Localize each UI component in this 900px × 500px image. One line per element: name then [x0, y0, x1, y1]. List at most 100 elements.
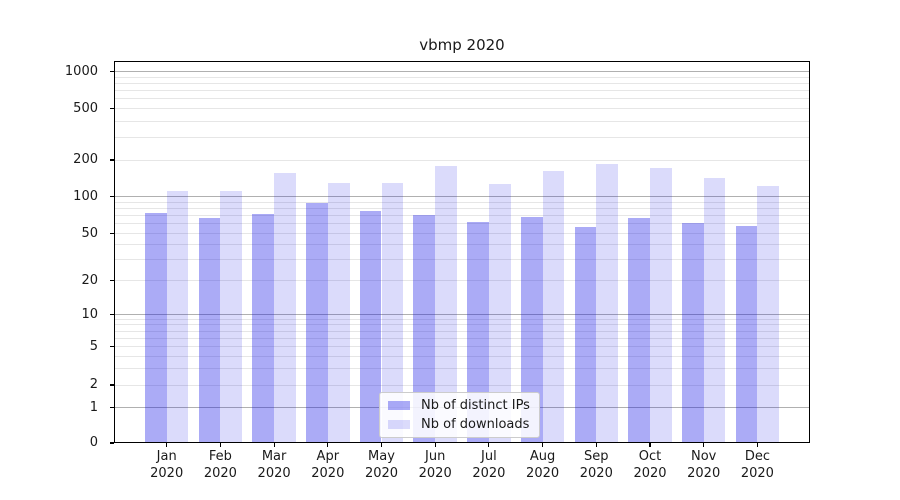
x-tick-mark — [542, 443, 544, 447]
y-tick-label: 1000 — [64, 63, 98, 79]
y-tick-mark — [110, 71, 114, 73]
x-tick-label: Dec 2020 — [729, 449, 785, 482]
x-tick-mark — [273, 443, 275, 447]
x-tick-label: Nov 2020 — [676, 449, 732, 482]
bar-downloads-dec — [757, 185, 780, 443]
bar-downloads-nov — [703, 178, 726, 443]
bar-ips-sep — [574, 227, 597, 443]
gridline-minor — [114, 355, 810, 357]
x-label-year: 2020 — [257, 465, 291, 481]
bar-ips-oct — [628, 217, 650, 443]
x-tick-mark — [703, 443, 705, 447]
bar-ips-mar — [252, 214, 275, 443]
bar-ips-jan — [144, 212, 167, 443]
gridline-minor — [114, 367, 810, 369]
gridline-minor — [114, 207, 810, 209]
x-tick-mark — [434, 443, 436, 447]
x-label-month: Jul — [481, 449, 497, 464]
gridline-minor — [114, 108, 810, 109]
x-tick-label: Oct 2020 — [622, 449, 678, 482]
gridline-minor — [114, 318, 810, 320]
x-label-month: Feb — [208, 449, 232, 464]
y-tick-mark — [110, 232, 114, 235]
x-label-month: Oct — [638, 449, 662, 464]
legend-swatch-downloads — [388, 420, 410, 429]
bar-downloads-jul — [488, 183, 511, 443]
y-tick-mark — [110, 107, 114, 110]
x-tick-mark — [380, 443, 383, 447]
gridline-minor — [114, 215, 810, 217]
legend-row-ips: Nb of distinct IPs — [388, 398, 530, 413]
bar-downloads-jan — [166, 190, 189, 443]
y-tick-label: 0 — [89, 435, 98, 450]
bar-downloads-may — [381, 183, 404, 443]
x-label-month: Jun — [425, 449, 446, 464]
y-tick-mark — [110, 313, 114, 316]
gridline-minor — [114, 223, 810, 225]
gridline-minor — [114, 346, 810, 348]
bar-downloads-feb — [220, 190, 243, 443]
y-tick-mark — [110, 346, 114, 348]
x-label-month: Mar — [261, 449, 287, 464]
x-label-year: 2020 — [418, 465, 452, 481]
bar-downloads-oct — [650, 168, 672, 443]
x-label-year: 2020 — [203, 465, 237, 481]
gridline-major — [114, 196, 810, 197]
y-tick-label: 50 — [81, 225, 98, 241]
y-tick-mark — [110, 159, 114, 161]
gridline-minor — [114, 324, 810, 326]
chart-title: vbmp 2020 — [419, 36, 505, 54]
gridline-minor — [114, 76, 810, 78]
x-tick-mark — [756, 443, 758, 447]
x-tick-label: Apr 2020 — [300, 449, 356, 482]
bar-ips-apr — [306, 203, 328, 443]
gridline-minor — [114, 244, 810, 246]
x-label-year: 2020 — [364, 465, 399, 481]
gridline-minor — [114, 337, 810, 339]
x-label-month: Nov — [691, 449, 717, 464]
x-tick-mark — [649, 443, 651, 447]
bar-downloads-jun — [435, 165, 457, 443]
y-tick-mark — [110, 384, 114, 386]
x-tick-mark — [488, 443, 490, 447]
legend-label-downloads: Nb of downloads — [421, 417, 530, 432]
x-tick-label: Jul 2020 — [461, 449, 517, 482]
bar-ips-dec — [735, 225, 758, 443]
gridline-minor — [114, 330, 810, 332]
legend-label-distinct-ips: Nb of distinct IPs — [421, 398, 530, 413]
gridline-minor — [114, 98, 810, 100]
y-tick-label: 10 — [81, 306, 98, 322]
x-label-year: 2020 — [579, 465, 613, 481]
x-label-year: 2020 — [150, 465, 184, 481]
x-tick-mark — [166, 443, 168, 447]
gridline-minor — [114, 83, 810, 85]
bar-downloads-aug — [542, 171, 565, 443]
x-label-month: Jan — [156, 449, 177, 464]
bar-downloads-apr — [327, 182, 350, 443]
y-tick-label: 2 — [89, 377, 98, 392]
gridline-minor — [114, 201, 810, 203]
y-tick-label: 20 — [81, 272, 98, 288]
bar-ips-feb — [198, 217, 221, 443]
y-tick-mark — [110, 195, 114, 198]
x-tick-mark — [327, 443, 329, 447]
gridline-minor — [114, 159, 810, 161]
x-tick-label: May 2020 — [354, 449, 410, 482]
y-tick-label: 1 — [89, 399, 98, 415]
bar-ips-nov — [681, 222, 704, 443]
x-label-month: May — [368, 449, 395, 464]
gridline-major — [114, 314, 810, 315]
gridline-major — [114, 71, 810, 73]
gridline-minor — [114, 90, 810, 92]
x-label-year: 2020 — [687, 465, 721, 481]
x-tick-label: Feb 2020 — [192, 449, 248, 482]
x-tick-label: Jun 2020 — [407, 449, 463, 482]
y-tick-label: 100 — [73, 188, 98, 204]
x-label-year: 2020 — [311, 465, 345, 481]
bar-ips-jun — [413, 214, 436, 443]
x-label-year: 2020 — [633, 465, 667, 481]
x-tick-mark — [595, 443, 597, 447]
gridline-minor — [114, 280, 810, 282]
bar-ips-aug — [520, 217, 543, 443]
